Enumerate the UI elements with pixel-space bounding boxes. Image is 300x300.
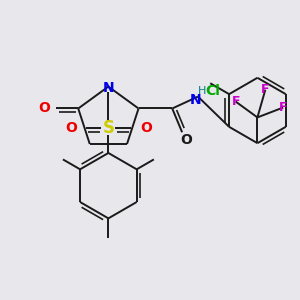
Text: F: F: [279, 101, 287, 114]
Text: N: N: [190, 93, 202, 106]
Text: O: O: [180, 133, 192, 147]
Text: H: H: [198, 86, 206, 96]
Text: F: F: [261, 83, 270, 96]
Text: F: F: [231, 95, 240, 108]
Text: O: O: [140, 121, 152, 135]
Text: O: O: [39, 101, 50, 116]
Text: O: O: [65, 121, 77, 135]
Text: Cl: Cl: [205, 84, 220, 98]
Text: N: N: [103, 81, 114, 94]
Text: S: S: [102, 119, 114, 137]
